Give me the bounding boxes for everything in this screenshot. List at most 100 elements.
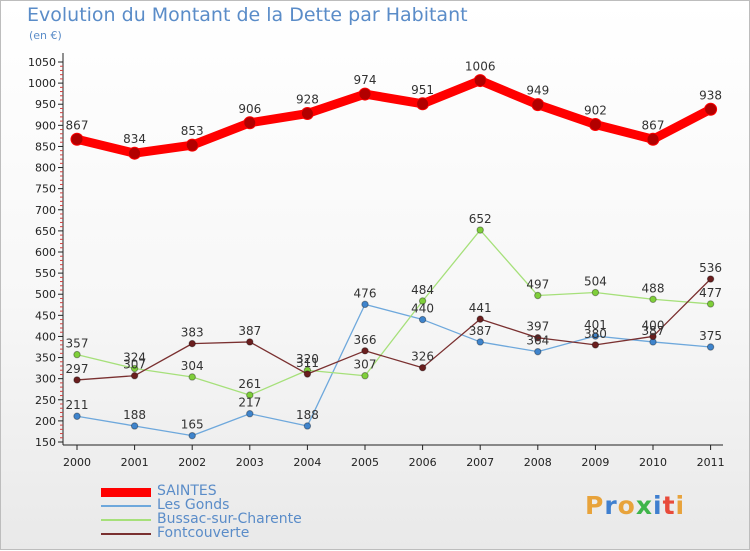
data-point	[706, 275, 715, 283]
data-label: 853	[181, 124, 204, 138]
y-tick-label: 400	[35, 330, 56, 343]
legend-swatch	[101, 505, 151, 507]
data-label: 476	[354, 286, 377, 300]
y-tick-label: 550	[35, 267, 56, 280]
legend-swatch	[101, 533, 151, 535]
data-point	[476, 315, 484, 323]
data-label: 297	[66, 362, 89, 376]
data-label: 951	[411, 83, 434, 97]
data-point	[704, 102, 718, 116]
data-point	[361, 372, 369, 380]
data-label: 441	[469, 301, 492, 315]
y-tick-label: 950	[35, 98, 56, 111]
data-label: 188	[123, 408, 146, 422]
data-label: 387	[642, 324, 665, 338]
data-point	[591, 341, 600, 349]
chart-unit: (en €)	[29, 29, 62, 42]
y-tick-label: 350	[35, 352, 56, 365]
y-tick-label: 900	[35, 119, 56, 132]
data-point	[246, 391, 254, 399]
series-line	[76, 278, 712, 381]
data-label: 928	[296, 93, 319, 107]
data-label: 211	[66, 398, 89, 412]
data-point	[243, 116, 257, 130]
data-label: 974	[354, 73, 377, 87]
logo-letter: r	[604, 491, 618, 520]
legend-label: Les Gonds	[157, 497, 230, 513]
data-label: 488	[642, 281, 665, 295]
logo-letter: i	[675, 491, 686, 520]
data-label: 366	[354, 333, 377, 347]
data-point	[185, 138, 199, 152]
y-tick-label: 250	[35, 394, 56, 407]
logo-letter: P	[585, 491, 605, 520]
data-point	[73, 412, 81, 420]
x-tick-label: 2009	[581, 456, 609, 469]
data-point	[534, 291, 542, 300]
y-tick-label: 1050	[28, 56, 56, 69]
data-point	[476, 338, 484, 346]
data-point	[358, 87, 372, 101]
data-label: 938	[699, 88, 722, 102]
data-label: 477	[699, 286, 722, 300]
x-tick-label: 2004	[293, 456, 321, 469]
data-point	[476, 226, 484, 234]
data-label: 484	[411, 283, 434, 297]
y-tick-label: 200	[35, 415, 56, 428]
y-tick-label: 300	[35, 373, 56, 386]
data-label: 217	[238, 396, 261, 410]
data-point	[188, 373, 196, 381]
chart-title: Evolution du Montant de la Dette par Hab…	[27, 4, 468, 26]
series-line	[72, 76, 716, 158]
data-label: 307	[123, 358, 146, 372]
data-label: 834	[123, 132, 146, 146]
data-point	[418, 363, 427, 372]
data-label: 949	[526, 84, 549, 98]
data-point	[188, 339, 196, 348]
data-point	[130, 364, 139, 373]
y-tick-label: 700	[35, 204, 56, 217]
x-tick-label: 2000	[63, 456, 91, 469]
logo-letter: t	[662, 491, 676, 520]
series-line	[76, 303, 712, 437]
data-label: 902	[584, 103, 607, 117]
data-label: 165	[181, 418, 204, 432]
legend-label: Bussac-sur-Charente	[157, 511, 302, 527]
legend-label: SAINTES	[157, 483, 217, 499]
data-point	[128, 146, 142, 160]
data-point	[591, 332, 600, 340]
data-point	[70, 132, 84, 146]
data-label: 387	[238, 324, 261, 338]
data-label: 304	[181, 359, 204, 373]
data-point	[534, 334, 542, 342]
data-point	[534, 347, 542, 356]
logo-letter: x	[635, 491, 653, 520]
y-tick-label: 450	[35, 309, 56, 322]
data-point	[418, 297, 427, 305]
data-label: 357	[66, 337, 89, 351]
data-label: 440	[411, 302, 434, 316]
data-label: 536	[699, 261, 722, 275]
y-tick-label: 500	[35, 288, 56, 301]
data-label: 364	[526, 334, 549, 348]
y-tick-label: 850	[35, 140, 56, 153]
data-label: 497	[526, 277, 549, 291]
data-label: 906	[238, 102, 261, 116]
data-point	[73, 376, 81, 384]
data-point	[130, 422, 139, 430]
data-point	[361, 347, 369, 355]
data-label: 375	[699, 329, 722, 343]
legend-swatch	[101, 519, 151, 521]
data-point	[418, 315, 427, 324]
logo-letter: i	[653, 491, 663, 520]
data-label: 504	[584, 275, 607, 289]
y-tick-label: 650	[35, 225, 56, 238]
data-point	[246, 338, 254, 346]
data-label: 867	[642, 118, 665, 132]
data-label: 1006	[465, 60, 496, 74]
y-tick-label: 750	[35, 183, 56, 196]
data-point	[531, 98, 545, 112]
data-point	[246, 410, 254, 418]
